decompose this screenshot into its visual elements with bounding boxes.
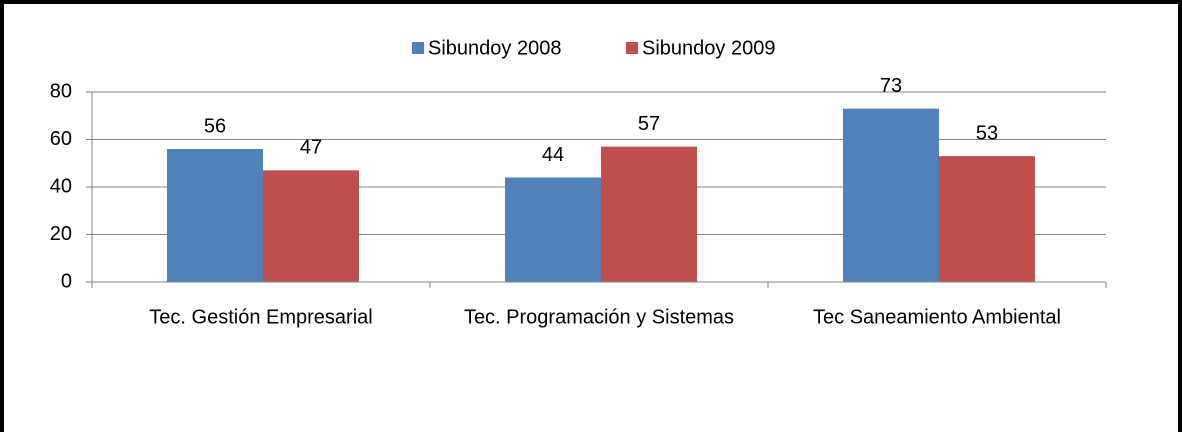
y-tick-label: 60 — [50, 128, 72, 150]
legend-label: Sibundoy 2008 — [428, 37, 561, 59]
y-tick-label: 40 — [50, 175, 72, 197]
y-tick-label: 80 — [50, 80, 72, 102]
bar — [167, 149, 263, 282]
x-tick-label: Tec. Gestión Empresarial — [149, 306, 372, 328]
bar — [843, 108, 939, 282]
x-tick-label: Tec Saneamiento Ambiental — [813, 306, 1061, 328]
bar — [505, 177, 601, 282]
bar — [601, 146, 697, 282]
bar — [263, 170, 359, 282]
data-label: 44 — [542, 144, 564, 166]
data-label: 56 — [204, 115, 226, 137]
data-label: 47 — [300, 137, 322, 159]
legend-label: Sibundoy 2009 — [642, 37, 775, 59]
legend-swatch — [412, 42, 424, 54]
data-label: 73 — [880, 75, 902, 97]
bar — [939, 156, 1035, 282]
legend-swatch — [626, 42, 638, 54]
y-tick-label: 0 — [61, 270, 72, 292]
x-tick-label: Tec. Programación y Sistemas — [464, 306, 734, 328]
data-label: 57 — [638, 113, 660, 135]
y-tick-label: 20 — [50, 223, 72, 245]
data-label: 53 — [976, 122, 998, 144]
